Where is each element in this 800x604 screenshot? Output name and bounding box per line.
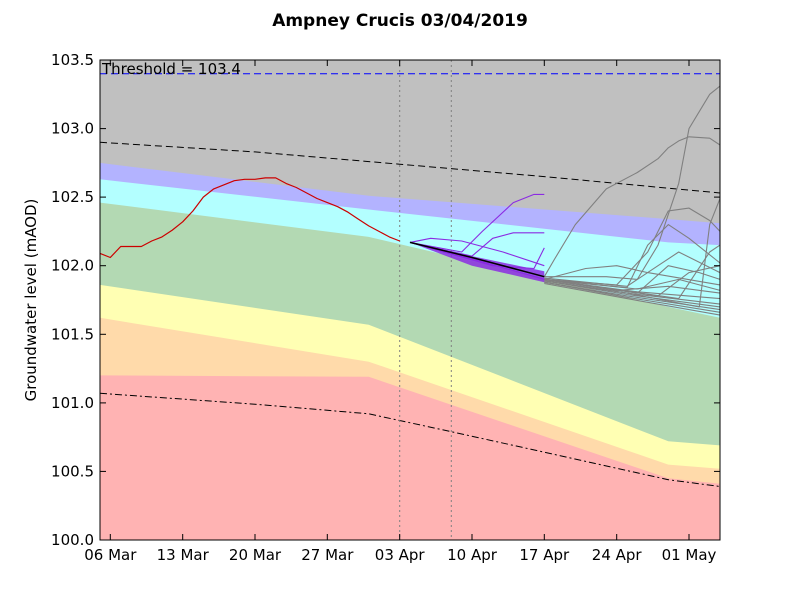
outlook-member-line [544, 282, 721, 316]
x-axis-ticks: 06 Mar 13 Mar 20 Mar 27 Mar 03 Apr 10 Apr 17 A… [84, 60, 717, 564]
outlook-member-line [544, 251, 721, 287]
x-tick-label: 06 Mar [84, 546, 137, 564]
forecast-member-line [409, 232, 545, 257]
x-tick-label: 03 Apr [375, 546, 426, 564]
observed-line [99, 177, 400, 259]
plot-area [99, 60, 721, 541]
outlook-member-line [544, 278, 721, 300]
x-tick-label: 01 May [662, 546, 717, 564]
y-axis-ticks: 100.0 100.5 101.0 101.5 102.0 102.5 103.0 103.5 [51, 51, 720, 549]
outlook-member-line [544, 281, 721, 313]
outlook-member-line [544, 280, 721, 308]
y-tick-label: 100.0 [51, 531, 94, 549]
y-tick-label: 103.5 [51, 51, 94, 69]
y-tick-label: 102.0 [51, 257, 94, 275]
reference-line-upper-dashed [99, 141, 721, 194]
forecast-member-line [409, 241, 545, 270]
reference-lines [99, 141, 721, 487]
y-tick-label: 103.0 [51, 120, 94, 138]
x-tick-label: 13 Mar [157, 546, 210, 564]
series-lines [99, 85, 721, 316]
forecast-median-line [409, 241, 545, 278]
x-tick-label: 10 Apr [447, 546, 498, 564]
forecast-member-line [409, 193, 545, 253]
outlook-member-line [544, 85, 721, 280]
date-markers [399, 60, 452, 540]
outlook-member-line [543, 136, 721, 277]
forecast-member-line [409, 237, 545, 267]
x-tick-label: 17 Apr [519, 546, 570, 564]
y-tick-label: 102.5 [51, 188, 94, 206]
y-axis-label: Groundwater level (mAOD) [22, 199, 40, 402]
x-tick-label: 24 Apr [592, 546, 643, 564]
outlook-member-line [544, 278, 721, 291]
outlook-member-line [544, 244, 721, 300]
plot-frame [99, 59, 721, 541]
chart-title: Ampney Crucis 03/04/2019 [272, 11, 528, 31]
reference-line-lower-dashdot [99, 392, 721, 487]
y-tick-label: 101.0 [51, 394, 94, 412]
y-tick-label: 100.5 [51, 462, 94, 480]
status-band [100, 375, 720, 540]
y-tick-label: 101.5 [51, 325, 94, 343]
status-bands [100, 60, 720, 541]
x-tick-label: 20 Mar [229, 546, 282, 564]
outlook-member-line [544, 265, 721, 286]
threshold-label: Threshold = 103.4 [101, 60, 241, 78]
x-tick-label: 27 Mar [301, 546, 354, 564]
